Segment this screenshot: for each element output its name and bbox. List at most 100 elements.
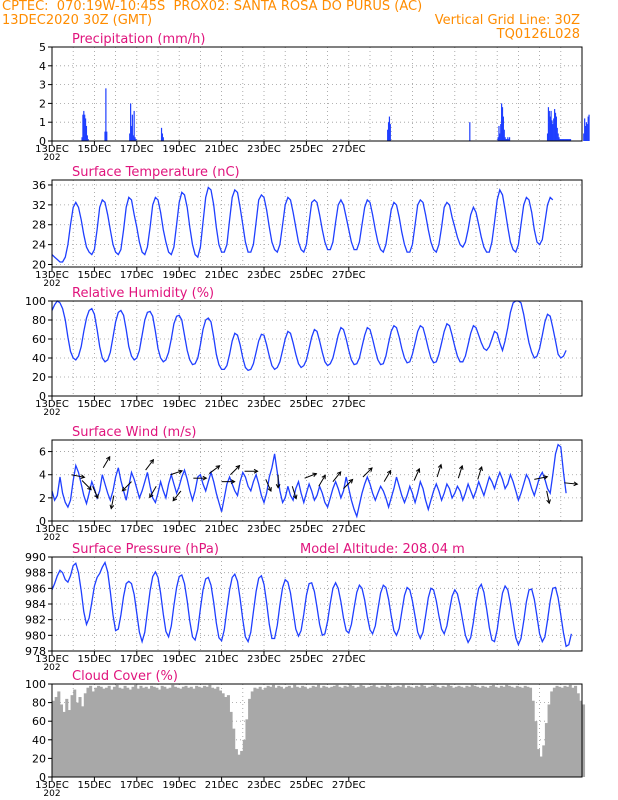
- wind-arrow: [304, 472, 318, 479]
- cloud-bar: [385, 684, 389, 777]
- precip-bar: [546, 133, 549, 141]
- cloud-bar: [200, 687, 204, 777]
- cloud-bar: [367, 686, 371, 777]
- cloud-bar: [218, 690, 222, 777]
- x-year-label: 202: [43, 153, 60, 163]
- cloud-bar: [73, 689, 77, 777]
- cloud-bar: [147, 688, 151, 777]
- precip-bar: [132, 135, 134, 141]
- precip-bar: [583, 133, 585, 141]
- wind-arrow-head: [267, 487, 272, 492]
- precip-bar: [104, 131, 106, 141]
- y-tick-label: 984: [25, 598, 46, 611]
- wind-arrow-head: [348, 478, 354, 484]
- series-line: [51, 300, 567, 372]
- precip-bar: [135, 139, 137, 141]
- wind-arrow-head: [202, 475, 208, 481]
- cloud-bar: [306, 688, 310, 777]
- x-tick-label: 21DEC: [205, 144, 239, 155]
- series-line: [51, 560, 573, 648]
- precip-bar: [569, 139, 572, 141]
- x-tick-label: 27DEC: [332, 524, 366, 535]
- cloud-bar: [420, 684, 424, 777]
- cloud-bar: [428, 686, 432, 777]
- y-tick-label: 990: [25, 551, 46, 564]
- wind-arrow: [383, 469, 392, 482]
- cloud-bar: [558, 686, 562, 777]
- precip-bar: [501, 103, 503, 141]
- cloud-bar: [526, 686, 530, 777]
- precip-bar: [584, 125, 587, 141]
- cloud-bar: [340, 687, 344, 777]
- wind-arrow-head: [178, 469, 184, 475]
- wind-arrow-shaft: [208, 465, 220, 474]
- cloud-bar: [266, 685, 270, 777]
- precip-bar: [561, 139, 563, 141]
- precip-bar: [567, 139, 569, 141]
- precip-bar: [558, 137, 560, 141]
- x-tick-label: 17DEC: [120, 780, 154, 791]
- cloud-bar: [330, 686, 334, 777]
- precip-bar: [505, 139, 507, 141]
- x-tick-label: 17DEC: [120, 524, 154, 535]
- cloud-bar: [274, 687, 278, 777]
- precip-bar: [555, 116, 557, 141]
- y-tick-label: 4: [39, 60, 46, 73]
- cloud-bar: [446, 684, 450, 777]
- cloud-bar: [566, 686, 570, 777]
- y-tick-label: 978: [25, 645, 46, 658]
- cloud-bar: [216, 686, 220, 777]
- cloud-bar: [301, 685, 305, 777]
- cloud-bar: [136, 688, 140, 777]
- precip-bar: [82, 114, 84, 141]
- cloud-bar: [279, 686, 283, 777]
- cloud-bar: [380, 685, 384, 777]
- y-tick-label: 2: [39, 97, 46, 110]
- wind-arrow-shaft: [332, 471, 342, 482]
- cloud-bar: [258, 686, 262, 777]
- precip-bar: [84, 118, 87, 141]
- cloud-bar: [354, 687, 358, 777]
- wind-arrow-head: [235, 464, 241, 470]
- wind-arrow-head: [459, 464, 464, 470]
- wind-arrow-head: [106, 455, 111, 461]
- x-tick-label: 21DEC: [205, 780, 239, 791]
- cloud-bar: [478, 687, 482, 777]
- wind-arrow-head: [386, 469, 392, 475]
- y-tick-label: 40: [32, 352, 46, 365]
- cloud-bar: [343, 685, 347, 777]
- panel-0: 0 1 2 3 4 5 13DEC 15DEC 17DEC 19DEC 21DEC 23DEC 25DE…: [35, 32, 590, 163]
- precip-bar: [84, 114, 86, 141]
- cloud-bar: [303, 686, 307, 777]
- cloud-bar: [555, 685, 559, 777]
- cloud-bar: [86, 687, 90, 777]
- cloud-bar: [348, 684, 352, 777]
- precip-bar: [560, 139, 562, 141]
- precip-bar: [585, 122, 588, 141]
- y-tick-label: 0: [39, 771, 46, 784]
- wind-arrow-shaft: [291, 486, 297, 499]
- plot-frame: [51, 683, 583, 778]
- cloud-bar: [150, 685, 154, 777]
- cloud-bar: [404, 687, 408, 777]
- x-tick-label: 27DEC: [332, 270, 366, 281]
- cloud-bar: [309, 687, 313, 777]
- wind-arrow-head: [368, 467, 373, 472]
- y-tick-label: 20: [32, 259, 46, 272]
- x-tick-label: 23DEC: [247, 399, 281, 410]
- cloud-bar: [454, 686, 458, 777]
- cloud-bar: [462, 687, 466, 777]
- cloud-bar: [134, 684, 138, 777]
- wind-arrow: [170, 469, 184, 476]
- cloud-bar: [168, 687, 172, 777]
- header-grid-line-note: Vertical Grid Line: 30Z: [434, 13, 580, 28]
- x-tick-label: 19DEC: [162, 270, 196, 281]
- cloud-bar: [229, 711, 233, 777]
- cloud-bar: [423, 685, 427, 777]
- x-tick-label: 23DEC: [247, 144, 281, 155]
- cloud-bar: [521, 687, 525, 777]
- x-tick-label: 21DEC: [205, 270, 239, 281]
- cloud-bar: [425, 687, 429, 777]
- y-tick-label: 32: [32, 199, 46, 212]
- precip-bar: [508, 139, 510, 141]
